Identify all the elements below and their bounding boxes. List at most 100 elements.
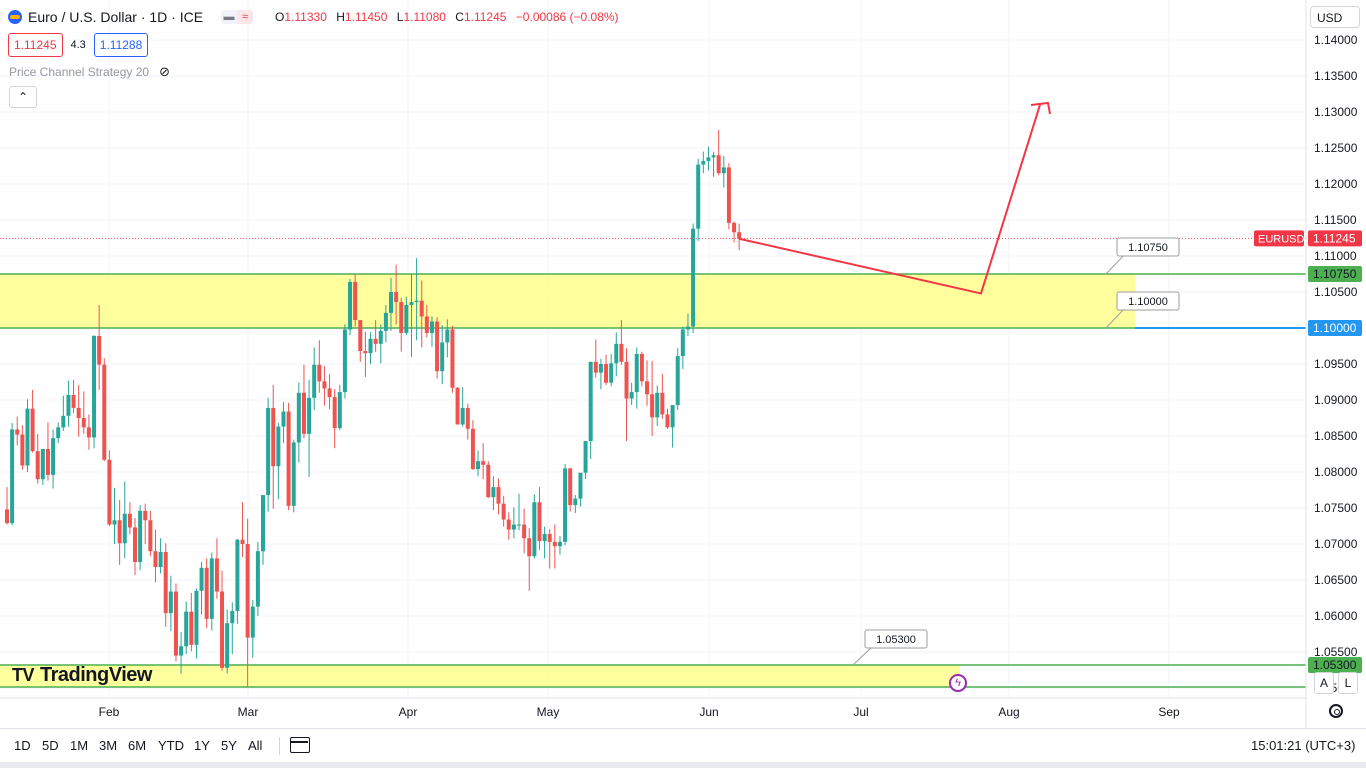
trade-buttons: 1.11245 4.3 1.11288 xyxy=(8,33,149,57)
candle-body xyxy=(389,292,393,313)
candle-body xyxy=(143,510,148,521)
price-tick-label: 1.09500 xyxy=(1314,357,1358,371)
price-tag-bg xyxy=(1308,320,1362,336)
candle-body xyxy=(86,427,91,438)
candle xyxy=(680,326,685,370)
candle xyxy=(378,324,383,364)
candle xyxy=(517,493,521,531)
candle xyxy=(604,354,609,385)
candle-body xyxy=(547,533,552,542)
indicator-legend[interactable]: Price Channel Strategy 20 ⊘ xyxy=(9,64,170,80)
candle xyxy=(317,340,322,393)
tf-1d[interactable]: 1D xyxy=(14,738,31,753)
candle-body xyxy=(476,461,481,470)
candle xyxy=(711,151,716,177)
candle xyxy=(737,223,742,251)
candle-body xyxy=(680,329,685,357)
candle xyxy=(66,380,71,427)
candle-body xyxy=(10,429,15,524)
candle xyxy=(61,395,66,431)
calendar-icon[interactable] xyxy=(290,737,310,753)
candle xyxy=(168,575,173,632)
candle xyxy=(97,304,102,390)
candle-body xyxy=(358,320,363,352)
candle xyxy=(122,481,127,559)
sell-button[interactable]: 1.11245 xyxy=(8,33,63,57)
candle xyxy=(112,487,117,544)
tf-all[interactable]: All xyxy=(248,738,263,753)
tf-1m[interactable]: 1M xyxy=(70,738,89,753)
candle-body xyxy=(619,343,624,362)
candle-body xyxy=(645,381,649,395)
callout-label: 1.10000 xyxy=(1128,296,1168,308)
candle-body xyxy=(414,300,419,303)
candle-body xyxy=(276,426,281,467)
auto-scale-button[interactable]: A xyxy=(1314,672,1334,694)
candle xyxy=(389,277,393,331)
market-status-pill[interactable]: ▬ ≈ xyxy=(221,10,254,24)
candle-body xyxy=(15,429,20,435)
candle-body xyxy=(532,502,537,557)
candle-body xyxy=(399,302,404,334)
candle xyxy=(194,588,199,659)
candle-body xyxy=(470,428,475,470)
candle-body xyxy=(711,155,716,158)
candle-body xyxy=(455,387,460,425)
price-tick-label: 1.06500 xyxy=(1314,573,1358,587)
candle xyxy=(455,387,460,425)
price-chart[interactable]: 1.10750 1.10000 1.05300 1.14000 1.13500 1.13… xyxy=(0,0,1366,728)
eye-off-icon[interactable]: ⊘ xyxy=(159,64,170,79)
tf-ytd[interactable]: YTD xyxy=(158,738,184,753)
candle xyxy=(619,320,624,365)
candle-body xyxy=(61,415,66,428)
candle-body xyxy=(634,353,639,393)
candle-body xyxy=(639,353,644,382)
candle-body xyxy=(281,411,286,427)
symbol-title[interactable]: Euro / U.S. Dollar · 1D · ICE xyxy=(28,9,204,25)
time-tick-label: Mar xyxy=(238,705,259,719)
settings-gear-icon[interactable] xyxy=(1329,704,1343,718)
log-scale-button[interactable]: L xyxy=(1338,672,1358,694)
tf-3m[interactable]: 3M xyxy=(99,738,118,753)
candle xyxy=(163,543,168,627)
candle xyxy=(563,464,568,546)
tf-6m[interactable]: 6M xyxy=(128,738,147,753)
tf-1y[interactable]: 1Y xyxy=(194,738,210,753)
lightning-icon[interactable]: ϟ xyxy=(949,674,967,692)
candle xyxy=(143,503,148,544)
price-tag-bg xyxy=(1308,230,1362,247)
clock-readout[interactable]: 15:01:21 (UTC+3) xyxy=(1251,738,1356,753)
tf-5d[interactable]: 5D xyxy=(42,738,59,753)
candle xyxy=(557,536,562,555)
candle-body xyxy=(460,407,465,425)
resistance-zone xyxy=(0,274,1135,328)
candle xyxy=(127,502,132,534)
candle xyxy=(414,258,419,341)
candle-body xyxy=(25,408,30,466)
minus-icon: ▬ xyxy=(221,10,238,24)
buy-button[interactable]: 1.11288 xyxy=(93,33,149,57)
candle-body xyxy=(235,539,240,611)
price-tick-label: 1.12500 xyxy=(1314,141,1358,155)
candle xyxy=(184,601,189,655)
currency-select[interactable]: USD xyxy=(1310,6,1360,28)
candle xyxy=(204,558,209,629)
candle-body xyxy=(650,394,655,418)
ohlc-values: O1.11330 H1.11450 L1.11080 C1.11245 −0.0… xyxy=(275,10,619,24)
candle xyxy=(440,325,445,385)
price-axis[interactable]: 1.14000 1.13500 1.13000 1.12500 1.12000 1.115… xyxy=(1314,33,1358,695)
candle-body xyxy=(691,228,696,327)
callout-leader xyxy=(1105,253,1126,275)
tf-5y[interactable]: 5Y xyxy=(221,738,237,753)
candle-body xyxy=(322,381,327,389)
candle-body xyxy=(378,330,383,344)
candle xyxy=(240,502,245,557)
candle xyxy=(573,495,578,514)
candle xyxy=(148,510,153,557)
price-tick-label: 1.13500 xyxy=(1314,69,1358,83)
candle-body xyxy=(496,487,501,504)
time-axis[interactable]: Feb Mar Apr May Jun Jul Aug Sep xyxy=(99,705,1180,719)
spread-value: 4.3 xyxy=(70,39,86,51)
collapse-legend-button[interactable]: ⌃ xyxy=(9,86,37,108)
candle xyxy=(296,382,301,463)
